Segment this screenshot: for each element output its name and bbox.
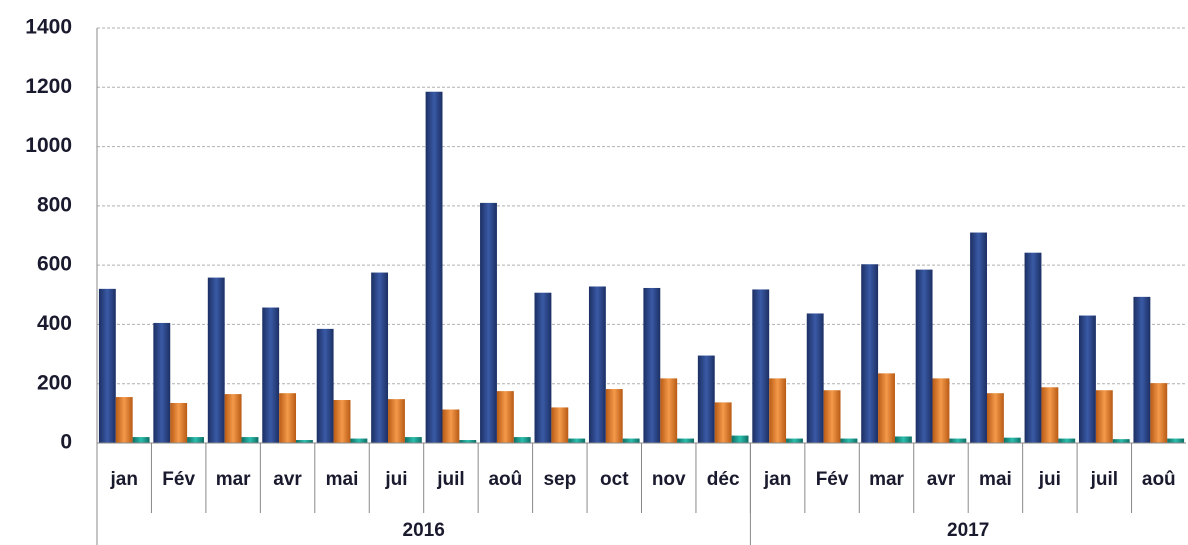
bar <box>588 286 606 443</box>
x-tick-label: aoû <box>488 469 522 490</box>
bar <box>786 438 803 443</box>
bar <box>823 390 841 443</box>
y-tick-label: 800 <box>37 193 72 216</box>
bar <box>1024 252 1042 443</box>
bar <box>442 409 460 443</box>
bar <box>333 400 351 443</box>
x-tick-label: avr <box>927 469 956 490</box>
bar <box>1112 439 1130 443</box>
bar <box>949 438 967 443</box>
bar <box>1167 438 1185 443</box>
bar <box>840 438 858 443</box>
x-tick-label: mar <box>869 469 904 490</box>
x-tick-label: jan <box>109 469 137 490</box>
bar <box>1095 390 1113 443</box>
bar <box>404 437 422 443</box>
bar <box>262 307 280 443</box>
y-tick-label: 1400 <box>25 16 72 39</box>
bar <box>170 402 188 443</box>
bar <box>115 397 133 443</box>
bar <box>153 322 171 443</box>
x-tick-label: Fév <box>162 469 195 490</box>
x-tick-label: jui <box>384 469 407 490</box>
bar <box>894 436 912 443</box>
bar <box>1133 296 1151 443</box>
x-tick-label: Fév <box>816 469 849 490</box>
group-label: 2017 <box>947 520 989 541</box>
bar <box>371 272 389 443</box>
bar <box>1003 437 1021 443</box>
x-tick-label: juil <box>436 469 464 490</box>
x-tick-label: jan <box>763 469 791 490</box>
x-tick-label: oct <box>600 469 629 490</box>
x-tick-label: mai <box>979 469 1012 490</box>
bar <box>480 202 497 443</box>
y-tick-label: 600 <box>37 253 72 276</box>
y-tick-label: 1000 <box>25 134 72 157</box>
bar <box>187 437 204 443</box>
bar <box>241 437 259 443</box>
x-tick-label: avr <box>273 469 302 490</box>
x-tick-label: déc <box>707 469 740 490</box>
x-tick-label: aoû <box>1142 469 1176 490</box>
bar <box>207 277 225 443</box>
x-tick-label: mai <box>326 469 359 490</box>
y-tick-label: 400 <box>37 312 72 335</box>
bar <box>714 402 732 443</box>
bar <box>605 389 623 443</box>
bar <box>986 393 1004 443</box>
x-tick-label: sep <box>543 469 576 490</box>
bar <box>769 378 787 443</box>
bar <box>459 440 477 443</box>
bar <box>132 437 150 443</box>
bar <box>316 328 334 443</box>
bar <box>731 435 749 443</box>
bar <box>660 378 678 443</box>
bar <box>279 393 297 443</box>
bar <box>970 232 987 443</box>
bar <box>496 391 514 443</box>
bar <box>425 91 443 443</box>
bar <box>1150 383 1168 443</box>
x-tick-label: mar <box>216 469 251 490</box>
y-tick-label: 0 <box>60 431 72 454</box>
bar <box>534 292 552 443</box>
bar <box>622 438 640 443</box>
y-tick-label: 1200 <box>25 75 72 98</box>
bar <box>388 399 405 443</box>
bar <box>350 438 368 443</box>
x-tick-label: nov <box>652 469 686 490</box>
bar <box>1058 438 1076 443</box>
bar <box>1041 387 1059 443</box>
bar <box>643 287 661 443</box>
group-label: 2016 <box>403 520 445 541</box>
bar <box>1079 315 1096 443</box>
bar <box>296 440 313 443</box>
bar <box>878 373 895 443</box>
bar <box>551 407 569 443</box>
bar <box>224 394 242 443</box>
bar <box>697 355 715 443</box>
bar <box>806 313 824 443</box>
bar <box>915 269 933 443</box>
bar <box>677 438 695 443</box>
bar <box>861 264 879 443</box>
bar <box>932 378 950 443</box>
bar <box>752 289 770 443</box>
bar <box>513 437 531 443</box>
x-tick-label: jui <box>1038 469 1061 490</box>
x-tick-label: juil <box>1090 469 1118 490</box>
y-tick-label: 200 <box>37 371 72 394</box>
bar <box>98 288 116 443</box>
bar <box>568 438 586 443</box>
